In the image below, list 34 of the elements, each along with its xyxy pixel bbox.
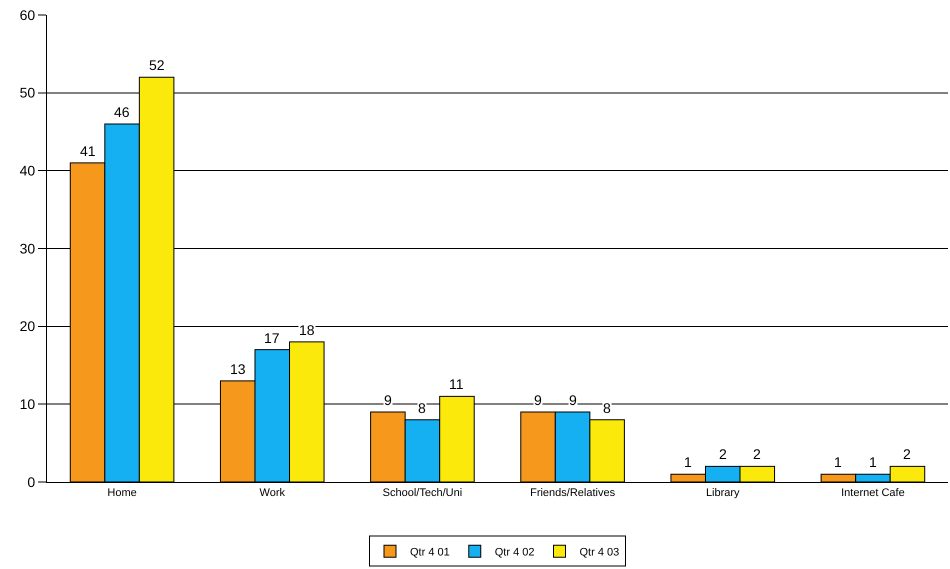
data-label: 2 [753,446,761,462]
x-tick-label: Home [107,487,137,500]
y-tick-label: 10 [20,396,36,412]
data-label: 1 [684,454,692,470]
data-label: 8 [603,400,611,416]
y-tick-label: 40 [20,162,36,179]
y-tick-label: 60 [20,6,36,23]
data-label: 46 [114,104,130,120]
y-tick-label: 20 [20,318,36,334]
legend-label: Qtr 4 02 [494,546,534,558]
y-tick-label: 50 [20,84,36,101]
y-tick-label: 0 [27,474,36,490]
data-label: 11 [449,376,464,392]
data-label: 52 [149,57,165,73]
data-label: 9 [534,392,542,408]
legend-label: Qtr 4 03 [580,546,620,558]
data-label: 17 [264,330,280,346]
x-tick-label: Work [260,487,286,500]
data-label: 9 [569,392,577,408]
data-label: 1 [869,454,877,470]
x-tick-label: Library [706,487,740,500]
data-label: 13 [230,361,246,377]
legend-label: Qtr 4 01 [410,546,450,558]
x-tick-label: Friends/Relatives [530,487,616,500]
x-tick-label: School/Tech/Uni [382,487,462,500]
data-label: 9 [384,392,392,408]
data-label: 18 [299,322,315,338]
data-label: 2 [903,446,911,462]
data-label: 8 [418,400,426,416]
data-label: 1 [834,454,842,470]
y-tick-label: 30 [20,240,36,256]
data-label: 41 [80,143,96,159]
data-label: 2 [719,446,727,462]
x-tick-label: Internet Cafe [841,487,905,500]
